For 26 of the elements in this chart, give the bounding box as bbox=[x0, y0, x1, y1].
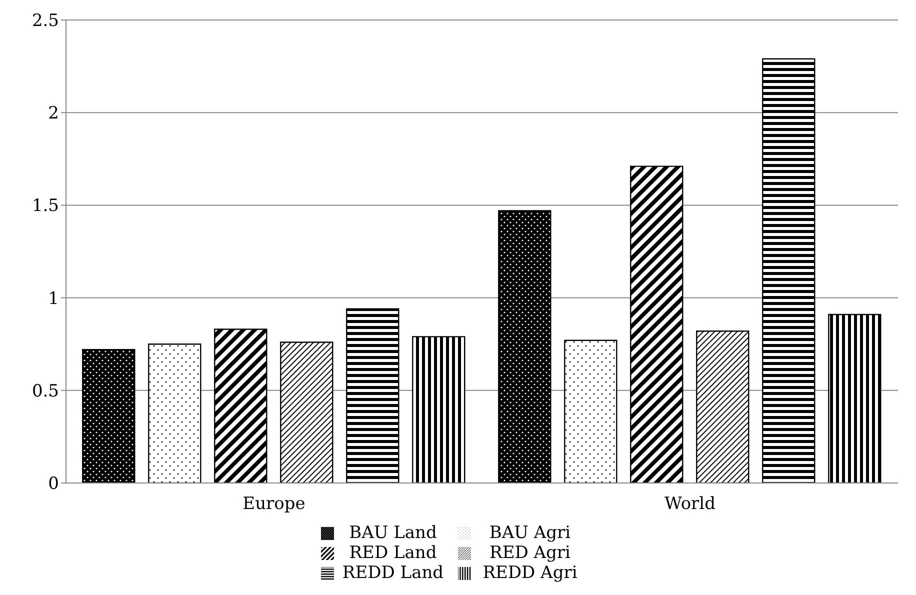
bar bbox=[762, 58, 816, 483]
bar bbox=[346, 308, 400, 483]
bar bbox=[82, 349, 136, 483]
bar bbox=[280, 342, 334, 483]
y-tick-label: 0.5 bbox=[32, 381, 59, 402]
bar bbox=[412, 336, 466, 483]
y-tick-label: 2.5 bbox=[32, 11, 59, 32]
bar bbox=[630, 166, 684, 483]
legend-label: BAU Agri bbox=[488, 523, 572, 543]
legend-label: RED Agri bbox=[488, 543, 572, 563]
legend-label: REDD Agri bbox=[482, 563, 578, 583]
y-tick-label: 2 bbox=[48, 104, 59, 124]
bar bbox=[828, 314, 882, 483]
legend-label: RED Land bbox=[348, 543, 438, 563]
bar bbox=[498, 210, 552, 483]
y-tick-label: 1 bbox=[48, 288, 59, 309]
y-tick-label: 1.5 bbox=[32, 196, 59, 216]
bar bbox=[564, 340, 618, 483]
legend-label: REDD Land bbox=[341, 563, 445, 583]
x-tick-label: World bbox=[664, 494, 716, 514]
x-tick-label: Europe bbox=[242, 494, 306, 514]
bar bbox=[214, 328, 268, 483]
legend-label: BAU Land bbox=[348, 523, 438, 543]
bar bbox=[148, 344, 202, 483]
bar bbox=[696, 330, 750, 483]
y-tick-label: 0 bbox=[48, 474, 59, 494]
